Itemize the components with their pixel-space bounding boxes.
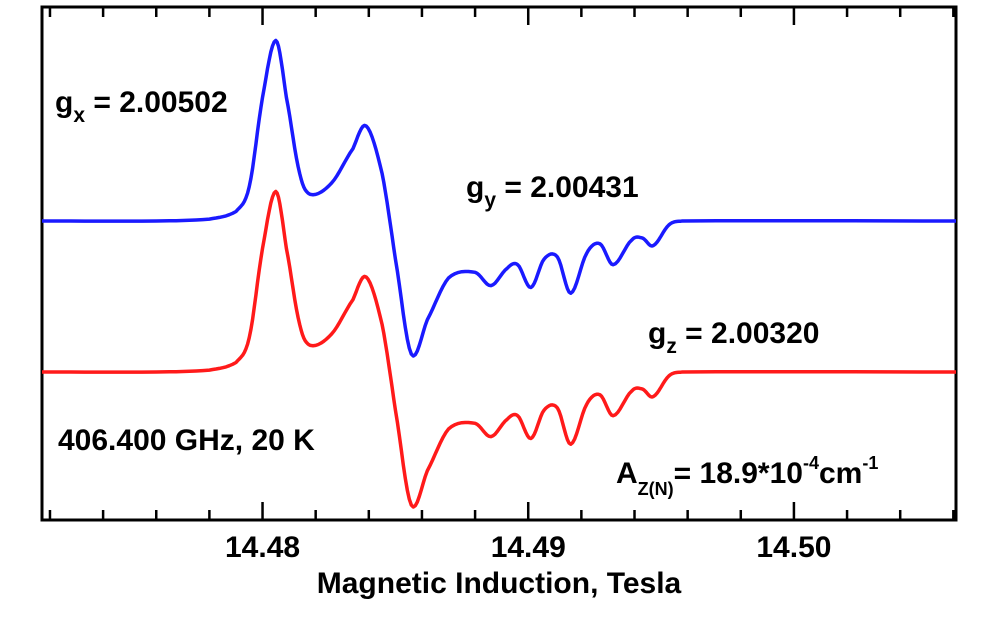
x-tick-label: 14.48	[225, 531, 300, 564]
x-axis-label: Magnetic Induction, Tesla	[317, 567, 682, 600]
tick-marks	[48, 7, 955, 520]
conditions-annotation: 406.400 GHz, 20 K	[58, 424, 315, 457]
hyperfine-annotation: AZ(N)= 18.9*10-4cm-1	[616, 453, 878, 499]
x-tick-label: 14.50	[756, 531, 831, 564]
gx-annotation: gx = 2.00502	[55, 86, 228, 127]
plot-frame	[40, 5, 958, 522]
tick-labels: 14.48 14.49 14.50	[225, 531, 831, 564]
x-tick-label: 14.49	[491, 531, 566, 564]
gy-annotation: gy = 2.00431	[466, 171, 639, 212]
series-lines	[42, 38, 956, 509]
experimental-spectrum-line	[42, 38, 956, 358]
gz-annotation: gz = 2.00320	[648, 317, 819, 358]
simulated-spectrum-line	[42, 189, 956, 509]
